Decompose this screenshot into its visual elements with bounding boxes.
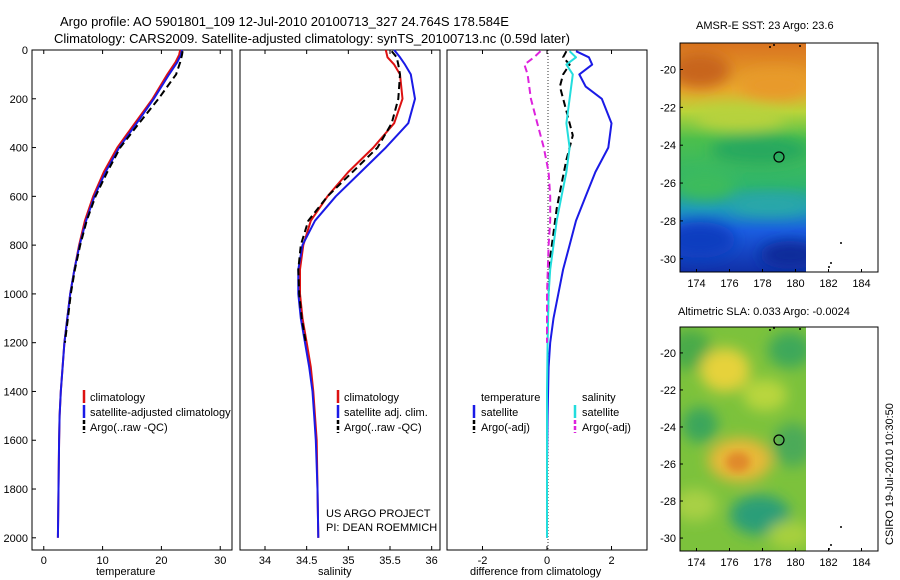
temperature-chart: 0 10 20 30 0 200 400 600 800 1000 1200 1400 1600 1800… bbox=[4, 45, 227, 567]
map-y-tick-label: -22 bbox=[660, 102, 676, 114]
sst-argo-marker bbox=[773, 151, 785, 163]
map-x-tick-label: 176 bbox=[720, 557, 738, 569]
x-tick-label: 20 bbox=[155, 555, 167, 567]
map-x-tick-label: 184 bbox=[852, 557, 870, 569]
x-tick-label: 2 bbox=[608, 555, 614, 567]
y-tick-label: 0 bbox=[22, 45, 28, 57]
figure-title-line2: Climatology: CARS2009. Satellite-adjuste… bbox=[54, 31, 570, 46]
map-x-tick-label: 180 bbox=[786, 278, 804, 290]
series-line-climatology bbox=[299, 49, 404, 538]
y-tick-label: 200 bbox=[10, 94, 28, 106]
map-y-tick-label: -26 bbox=[660, 459, 676, 471]
sla-argo-marker bbox=[773, 434, 785, 446]
map-x-tick-label: 178 bbox=[753, 278, 771, 290]
sst-map-image bbox=[680, 43, 806, 272]
salinity-chart: 34 34.5 35 35.5 36 bbox=[259, 49, 438, 567]
y-tick-label: 1600 bbox=[4, 435, 28, 447]
legend-sal-satellite-label: satellite bbox=[582, 407, 619, 419]
legend-temp-argo-label: Argo(-adj) bbox=[481, 422, 530, 434]
sst-map-title: AMSR-E SST: 23 Argo: 23.6 bbox=[696, 20, 834, 32]
sla-islands bbox=[769, 327, 842, 550]
map-x-tick-label: 176 bbox=[720, 278, 738, 290]
sst-islands bbox=[769, 44, 842, 268]
legend-sal-argo-label: Argo(-adj) bbox=[582, 422, 631, 434]
map-y-tick-label: -30 bbox=[660, 254, 676, 266]
map-x-tick-label: 182 bbox=[819, 278, 837, 290]
temperature-axes bbox=[31, 49, 233, 551]
map-y-tick-label: -28 bbox=[660, 496, 676, 508]
series-line-argo-raw-qc- bbox=[297, 50, 401, 343]
y-tick-label: 1200 bbox=[4, 338, 28, 350]
map-y-tick-label: -22 bbox=[660, 385, 676, 397]
sst-map-axes bbox=[679, 42, 879, 273]
legend-climatology-label: climatology bbox=[90, 392, 146, 404]
legend-salinity-heading: salinity bbox=[582, 392, 616, 404]
y-tick-label: 1000 bbox=[4, 289, 28, 301]
y-tick-label: 1400 bbox=[4, 386, 28, 398]
map-x-tick-label: 180 bbox=[786, 557, 804, 569]
x-tick-label: 35.5 bbox=[379, 555, 400, 567]
x-tick-label: 35 bbox=[342, 555, 354, 567]
map-y-tick-label: -24 bbox=[660, 140, 676, 152]
timestamp-stamp: CSIRO 19-Jul-2010 10:30:50 bbox=[884, 403, 896, 545]
map-x-tick-label: 174 bbox=[687, 278, 705, 290]
y-tick-label: 600 bbox=[10, 191, 28, 203]
legend-argo-label: Argo(..raw -QC) bbox=[344, 422, 422, 434]
salinity-axes bbox=[239, 49, 441, 551]
x-tick-label: 30 bbox=[214, 555, 226, 567]
legend-temperature-heading: temperature bbox=[481, 392, 540, 404]
legend-temp-satellite-label: satellite bbox=[481, 407, 518, 419]
temperature-xlabel: temperature bbox=[96, 566, 155, 578]
sst-map-ticks: 174 176 178 180 182 184 -20 -22 -24 -26 -28 -30 bbox=[660, 64, 871, 290]
difference-legend: temperature salinity satellite Argo(-adj… bbox=[472, 392, 631, 434]
map-y-tick-label: -20 bbox=[660, 64, 676, 76]
map-y-tick-label: -28 bbox=[660, 216, 676, 228]
x-tick-label: 0 bbox=[41, 555, 47, 567]
map-x-tick-label: 184 bbox=[852, 278, 870, 290]
sla-map-ticks: 174 176 178 180 182 184 -20 -22 -24 -26 -28 -30 bbox=[660, 348, 871, 569]
map-y-tick-label: -26 bbox=[660, 178, 676, 190]
salinity-legend: climatology satellite adj. clim. Argo(..… bbox=[336, 390, 428, 434]
x-tick-label: -2 bbox=[478, 555, 488, 567]
y-tick-label: 800 bbox=[10, 240, 28, 252]
x-tick-label: 34 bbox=[259, 555, 271, 567]
series-line-argo-raw-qc- bbox=[63, 51, 184, 343]
series-line-temperature-satellite bbox=[546, 50, 613, 538]
x-tick-label: 10 bbox=[96, 555, 108, 567]
series-line-satellite-adj-clim- bbox=[297, 49, 416, 538]
x-tick-label: 34.5 bbox=[296, 555, 317, 567]
sla-map-axes bbox=[679, 326, 879, 552]
map-y-tick-label: -30 bbox=[660, 533, 676, 545]
salinity-xlabel: salinity bbox=[318, 566, 352, 578]
map-y-tick-label: -20 bbox=[660, 348, 676, 360]
series-line-climatology bbox=[56, 49, 182, 538]
difference-chart: -2 0 2 bbox=[478, 50, 615, 567]
map-x-tick-label: 178 bbox=[753, 557, 771, 569]
x-tick-label: 0 bbox=[544, 555, 550, 567]
x-tick-label: 36 bbox=[426, 555, 438, 567]
map-x-tick-label: 182 bbox=[819, 557, 837, 569]
y-tick-label: 2000 bbox=[4, 533, 28, 545]
y-tick-label: 1800 bbox=[4, 484, 28, 496]
pi-credit: PI: DEAN ROEMMICH bbox=[326, 522, 437, 534]
map-x-tick-label: 174 bbox=[687, 557, 705, 569]
project-credit: US ARGO PROJECT bbox=[326, 508, 431, 520]
difference-xlabel: difference from climatology bbox=[470, 566, 602, 578]
series-line-satellite-adjusted-climatology bbox=[56, 49, 183, 538]
series-line-salinity-argo-adj- bbox=[523, 50, 552, 343]
legend-satellite-label: satellite-adjusted climatology bbox=[90, 407, 231, 419]
legend-climatology-label: climatology bbox=[344, 392, 400, 404]
map-y-tick-label: -24 bbox=[660, 422, 676, 434]
y-tick-label: 400 bbox=[10, 143, 28, 155]
legend-argo-label: Argo(..raw -QC) bbox=[90, 422, 168, 434]
sla-map-image bbox=[680, 327, 806, 551]
legend-satellite-label: satellite adj. clim. bbox=[344, 407, 428, 419]
figure-title-line1: Argo profile: AO 5901801_109 12-Jul-2010… bbox=[60, 14, 509, 29]
sla-map-title: Altimetric SLA: 0.033 Argo: -0.0024 bbox=[678, 306, 850, 318]
series-line-salinity-satellite bbox=[546, 50, 577, 538]
temperature-legend: climatology satellite-adjusted climatolo… bbox=[82, 390, 231, 434]
